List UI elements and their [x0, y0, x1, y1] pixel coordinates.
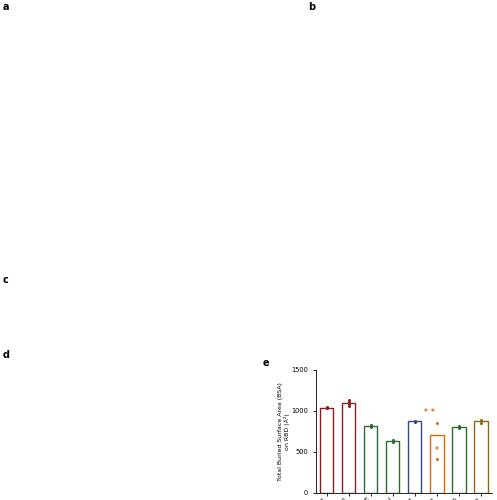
Bar: [474, 422, 488, 492]
Text: e: e: [263, 358, 269, 368]
Text: c: c: [2, 275, 8, 285]
Bar: [364, 426, 377, 492]
Bar: [386, 440, 400, 492]
Bar: [342, 402, 355, 492]
Bar: [452, 427, 466, 492]
Text: *: *: [424, 408, 428, 418]
Text: *: *: [431, 408, 435, 418]
Text: d: d: [2, 350, 9, 360]
Text: a: a: [2, 2, 9, 12]
Text: b: b: [308, 2, 315, 12]
Bar: [430, 436, 443, 492]
Y-axis label: Total Buried Surface Area (BSA)
on RBD (Å²): Total Buried Surface Area (BSA) on RBD (…: [278, 382, 290, 480]
Bar: [408, 422, 421, 492]
Bar: [320, 408, 333, 492]
Text: *: *: [435, 446, 439, 455]
